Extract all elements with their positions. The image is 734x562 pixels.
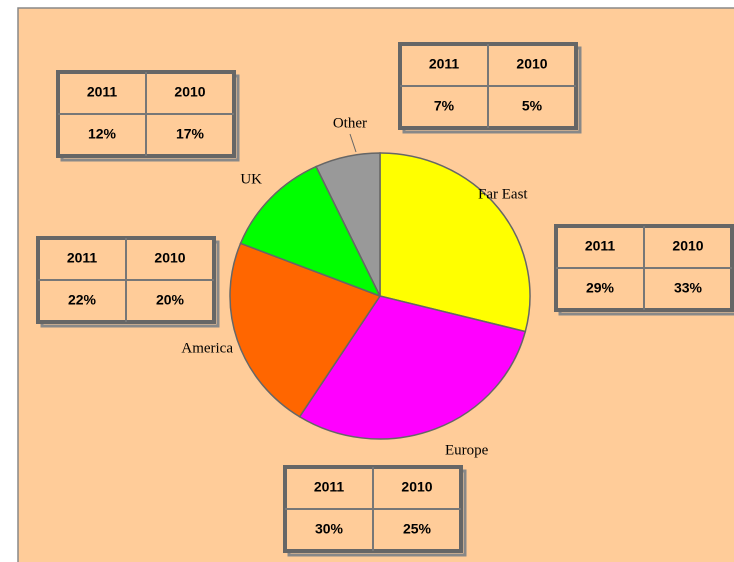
- data-table: 2011 12% 2010 17%: [56, 70, 240, 162]
- data-table: 2011 7% 2010 5%: [398, 42, 582, 134]
- data-table: 2011 30% 2010 25%: [283, 465, 467, 557]
- slice-label: UK: [240, 171, 262, 187]
- table-header: 2010: [672, 238, 703, 254]
- table-header: 2011: [585, 238, 616, 254]
- table-header: 2011: [429, 56, 460, 72]
- table-value: 7%: [434, 98, 455, 114]
- table-header: 2010: [174, 84, 205, 100]
- pie-slice: [379, 152, 531, 333]
- table-header: 2011: [67, 250, 98, 266]
- slice-label: Other: [333, 115, 367, 131]
- pie-slice: [239, 165, 382, 298]
- table-value: 22%: [68, 292, 97, 308]
- pie-slice: [298, 295, 527, 440]
- table-value: 12%: [88, 126, 117, 142]
- slice-label: America: [181, 340, 233, 356]
- slice-label: Far East: [478, 186, 528, 202]
- table-header: 2010: [516, 56, 547, 72]
- data-table: 2011 29% 2010 33%: [554, 224, 734, 316]
- table-value: 5%: [522, 98, 543, 114]
- table-value: 20%: [156, 292, 185, 308]
- table-value: 30%: [315, 521, 344, 537]
- slice-label: Europe: [445, 442, 489, 458]
- table-value: 33%: [674, 280, 703, 296]
- table-header: 2011: [314, 479, 345, 495]
- pie-slice: [229, 242, 382, 418]
- table-value: 17%: [176, 126, 205, 142]
- table-value: 29%: [586, 280, 615, 296]
- data-table: 2011 22% 2010 20%: [36, 236, 220, 328]
- table-header: 2010: [401, 479, 432, 495]
- leader-line: [349, 133, 357, 153]
- table-value: 25%: [403, 521, 432, 537]
- pie-slice: [315, 152, 381, 297]
- table-header: 2011: [87, 84, 118, 100]
- table-header: 2010: [154, 250, 185, 266]
